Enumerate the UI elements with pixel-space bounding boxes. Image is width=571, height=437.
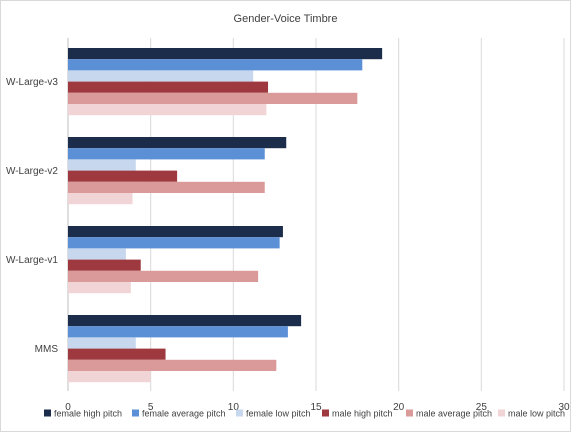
x-tick-label: 10 [228, 402, 240, 413]
legend-swatch [406, 409, 413, 417]
x-tick-label: 25 [476, 402, 488, 413]
bar-mms-female-high-pitch [68, 315, 302, 327]
bar-w-large-v3-female-high-pitch [68, 48, 383, 60]
legend-label: female average pitch [142, 409, 226, 419]
x-tick-label: 0 [65, 402, 71, 413]
x-tick-label: 5 [148, 402, 154, 413]
bar-mms-female-low-pitch [68, 337, 136, 349]
bar-w-large-v2-female-average-pitch [68, 148, 265, 160]
bar-w-large-v2-male-high-pitch [68, 170, 178, 182]
legend-label: male high pitch [332, 409, 393, 419]
legend-swatch [44, 409, 51, 417]
y-axis-categories: W-Large-v3 W-Large-v2 W-Large-v1 MMS [6, 77, 58, 355]
x-tick-label: 30 [558, 402, 570, 413]
bar-w-large-v1-male-low-pitch [68, 282, 131, 294]
bar-w-large-v2-female-low-pitch [68, 159, 136, 171]
bar-w-large-v2-male-average-pitch [68, 181, 265, 193]
x-axis-ticks: 0 5 10 15 20 25 30 [65, 402, 570, 413]
legend: female high pitch female average pitch fem… [44, 409, 565, 419]
bar-w-large-v1-female-low-pitch [68, 248, 126, 260]
bar-mms-male-average-pitch [68, 359, 277, 371]
legend-swatch [236, 409, 243, 417]
bar-w-large-v1-female-high-pitch [68, 226, 283, 238]
legend-swatch [322, 409, 329, 417]
legend-label: female low pitch [246, 409, 311, 419]
x-tick-label: 20 [393, 402, 405, 413]
bar-w-large-v1-male-high-pitch [68, 259, 141, 271]
category-label: MMS [35, 344, 59, 355]
bar-w-large-v3-female-average-pitch [68, 59, 363, 71]
legend-swatch [498, 409, 505, 417]
chart-title: Gender-Voice Timbre [234, 13, 338, 25]
bar-w-large-v1-female-average-pitch [68, 237, 280, 249]
bars [68, 48, 383, 383]
bar-w-large-v3-male-low-pitch [68, 104, 267, 116]
category-label: W-Large-v2 [6, 166, 58, 177]
bar-mms-male-low-pitch [68, 371, 151, 383]
bar-w-large-v3-male-average-pitch [68, 92, 358, 104]
bar-mms-female-average-pitch [68, 326, 288, 338]
category-label: W-Large-v3 [6, 77, 58, 88]
legend-label: male average pitch [416, 409, 492, 419]
x-tick-label: 15 [310, 402, 322, 413]
legend-label: female high pitch [54, 409, 122, 419]
bar-mms-male-high-pitch [68, 348, 166, 360]
bar-w-large-v3-male-high-pitch [68, 81, 269, 93]
bar-w-large-v2-male-low-pitch [68, 193, 133, 205]
bar-w-large-v2-female-high-pitch [68, 137, 287, 149]
legend-swatch [132, 409, 139, 417]
category-label: W-Large-v1 [6, 255, 58, 266]
legend-label: male low pitch [508, 409, 565, 419]
bar-w-large-v3-female-low-pitch [68, 70, 254, 82]
bar-w-large-v1-male-average-pitch [68, 270, 259, 282]
